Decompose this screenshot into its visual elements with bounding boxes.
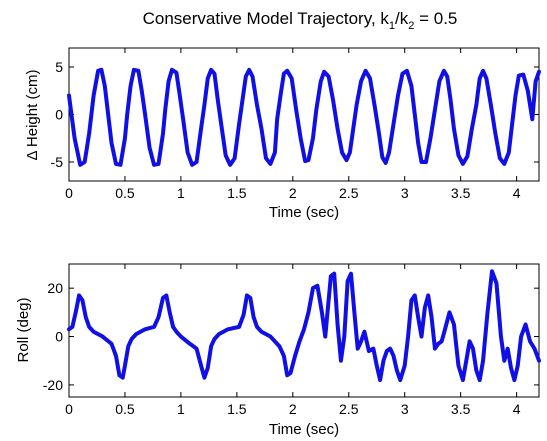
x-tick-label: 0 [65,185,73,201]
x-tick-label: 1.5 [227,185,247,201]
x-tick-label: 1.5 [227,401,247,417]
height-axes: 0 0.5 1 1.5 2 2.5 3 3.5 4-505 Time (sec) Δ Heigh… [24,47,541,221]
height-x-axis-label: Time (sec) [269,204,339,221]
y-tick-label: 0 [55,329,63,345]
x-tick-label: 0.5 [115,401,135,417]
x-tick-label: 0.5 [115,185,135,201]
title-subscript-1: 1 [389,20,395,32]
x-tick-label: 1 [177,185,185,201]
height-ticks: 0 0.5 1 1.5 2 2.5 3 3.5 4-505 [51,48,539,201]
x-tick-label: 2.5 [339,401,359,417]
x-tick-label: 2 [289,185,297,201]
roll-y-axis-label: Roll (deg) [15,297,32,362]
x-tick-label: 2.5 [339,185,359,201]
x-tick-label: 4 [513,185,521,201]
x-tick-label: 2 [289,401,297,417]
title-middle: /k [395,9,409,28]
x-tick-label: 4 [513,401,521,417]
y-tick-label: -20 [43,377,63,393]
height-series-line [67,67,541,167]
roll-series-line [67,269,541,383]
x-tick-label: 1 [177,401,185,417]
title-subscript-2: 2 [408,20,414,32]
y-tick-label: -5 [51,154,64,170]
x-tick-label: 3 [401,401,409,417]
title-main: Conservative Model Trajectory, k [143,9,390,28]
height-y-axis-label: Δ Height (cm) [24,70,41,161]
x-tick-label: 0 [65,401,73,417]
title-end: = 0.5 [414,9,457,28]
x-tick-label: 3.5 [451,401,471,417]
chart-title: Conservative Model Trajectory, k1/k2 = 0… [143,9,458,32]
y-tick-label: 0 [55,107,63,123]
x-tick-label: 3.5 [451,185,471,201]
y-tick-label: 20 [47,280,63,296]
roll-x-axis-label: Time (sec) [269,421,339,438]
x-tick-label: 3 [401,185,409,201]
y-tick-label: 5 [55,59,63,75]
